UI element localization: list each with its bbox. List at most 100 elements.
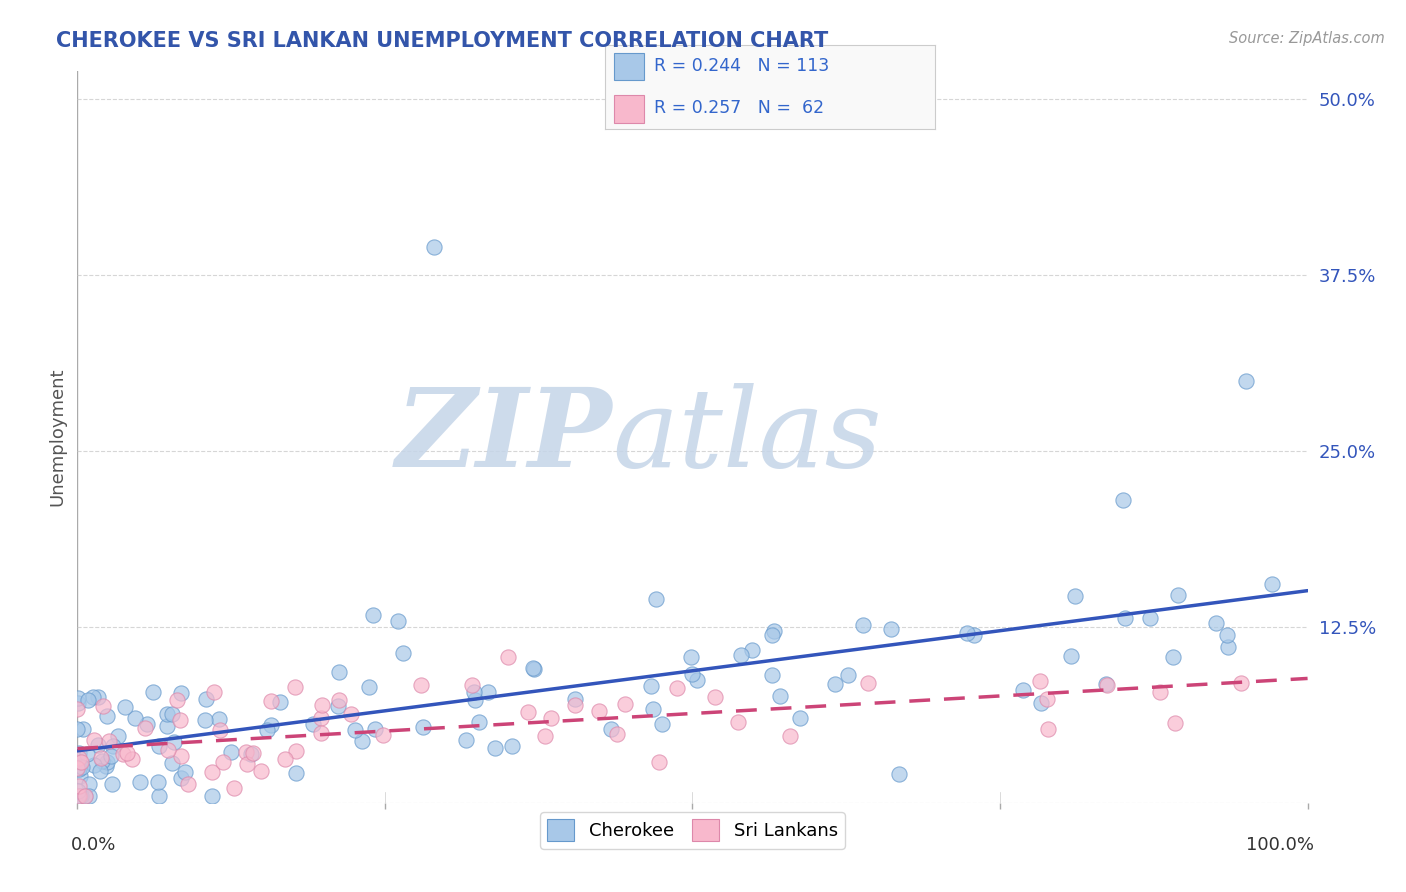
Point bbox=[67, 789, 90, 803]
Point bbox=[77, 693, 100, 707]
Point bbox=[328, 693, 350, 707]
Text: 0.0%: 0.0% bbox=[72, 836, 117, 854]
Point bbox=[242, 746, 264, 760]
Point bbox=[588, 705, 610, 719]
Point bbox=[309, 726, 332, 740]
Point bbox=[681, 650, 703, 665]
Point bbox=[250, 764, 273, 778]
Point bbox=[174, 765, 197, 780]
Point bbox=[564, 698, 586, 712]
Point bbox=[77, 789, 100, 803]
Point bbox=[169, 713, 191, 727]
Point bbox=[66, 789, 89, 803]
Point bbox=[83, 733, 105, 747]
Point bbox=[681, 666, 703, 681]
Point bbox=[148, 739, 170, 753]
Point bbox=[170, 686, 193, 700]
Point bbox=[1139, 610, 1161, 624]
Point bbox=[100, 749, 122, 764]
Point bbox=[309, 711, 332, 725]
Point bbox=[236, 756, 259, 771]
Legend: Cherokee, Sri Lankans: Cherokee, Sri Lankans bbox=[540, 812, 845, 848]
Point bbox=[67, 762, 90, 776]
Point bbox=[239, 747, 262, 761]
Point bbox=[235, 745, 257, 759]
Point bbox=[208, 723, 231, 737]
Text: atlas: atlas bbox=[613, 384, 882, 491]
Point bbox=[96, 709, 118, 723]
Point bbox=[1028, 674, 1050, 689]
Point bbox=[769, 689, 792, 703]
Point bbox=[163, 735, 186, 749]
Point bbox=[212, 755, 235, 769]
Point bbox=[789, 711, 811, 725]
Text: R = 0.244   N = 113: R = 0.244 N = 113 bbox=[654, 57, 830, 75]
Point bbox=[66, 702, 89, 716]
Point bbox=[1234, 374, 1257, 388]
Point bbox=[101, 777, 124, 791]
Point bbox=[269, 695, 291, 709]
Point bbox=[70, 789, 93, 803]
Point bbox=[156, 719, 179, 733]
Point bbox=[285, 744, 308, 758]
Point bbox=[66, 784, 89, 798]
Point bbox=[1216, 640, 1239, 654]
Point bbox=[1216, 628, 1239, 642]
Point bbox=[194, 713, 217, 727]
Point bbox=[79, 777, 101, 791]
Point bbox=[703, 690, 725, 704]
Point bbox=[67, 779, 90, 793]
Point bbox=[889, 766, 911, 780]
Point bbox=[101, 739, 124, 753]
Point bbox=[160, 706, 183, 721]
Point bbox=[523, 663, 546, 677]
Point bbox=[540, 711, 562, 725]
Point bbox=[460, 678, 482, 692]
Point bbox=[87, 690, 110, 705]
Text: R = 0.257   N =  62: R = 0.257 N = 62 bbox=[654, 99, 824, 117]
Point bbox=[66, 697, 89, 711]
Point bbox=[1205, 615, 1227, 630]
Point bbox=[477, 685, 499, 699]
Point bbox=[1261, 576, 1284, 591]
Text: 100.0%: 100.0% bbox=[1246, 836, 1313, 854]
Point bbox=[1011, 683, 1033, 698]
Point bbox=[516, 706, 538, 720]
Point bbox=[91, 698, 114, 713]
Point bbox=[73, 789, 96, 803]
Point bbox=[96, 759, 118, 773]
Point bbox=[484, 740, 506, 755]
Point bbox=[1036, 691, 1059, 706]
Point bbox=[72, 722, 94, 736]
Text: Source: ZipAtlas.com: Source: ZipAtlas.com bbox=[1229, 31, 1385, 46]
Point bbox=[648, 755, 671, 769]
Point bbox=[156, 707, 179, 722]
Bar bbox=[614, 95, 644, 122]
Point bbox=[392, 646, 415, 660]
Point bbox=[1167, 588, 1189, 602]
Point bbox=[361, 608, 384, 623]
Point bbox=[82, 690, 104, 704]
Point bbox=[824, 677, 846, 691]
Text: CHEROKEE VS SRI LANKAN UNEMPLOYMENT CORRELATION CHART: CHEROKEE VS SRI LANKAN UNEMPLOYMENT CORR… bbox=[56, 31, 828, 51]
Point bbox=[176, 776, 198, 790]
Point bbox=[606, 727, 628, 741]
Point bbox=[837, 667, 859, 681]
Point bbox=[66, 723, 89, 737]
Point bbox=[326, 698, 349, 713]
Point bbox=[727, 714, 749, 729]
Point bbox=[1230, 676, 1253, 690]
Point bbox=[411, 678, 433, 692]
Point bbox=[274, 752, 297, 766]
Point bbox=[201, 789, 224, 803]
Point bbox=[387, 614, 409, 628]
Point bbox=[75, 789, 97, 803]
Point bbox=[456, 732, 478, 747]
Point bbox=[1114, 611, 1136, 625]
Point bbox=[641, 702, 664, 716]
Point bbox=[763, 624, 786, 638]
Point bbox=[344, 723, 367, 738]
Point bbox=[1095, 678, 1118, 692]
Point bbox=[328, 665, 350, 679]
Point bbox=[522, 661, 544, 675]
